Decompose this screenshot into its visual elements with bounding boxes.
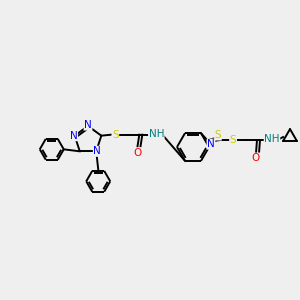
Text: S: S — [112, 130, 119, 140]
Text: NH: NH — [148, 129, 164, 139]
Text: N: N — [93, 146, 101, 156]
Text: N: N — [84, 120, 92, 130]
Text: S: S — [230, 135, 236, 145]
Text: S: S — [215, 130, 221, 140]
Text: O: O — [133, 148, 141, 158]
Text: N: N — [70, 131, 78, 141]
Text: O: O — [252, 153, 260, 163]
Text: N: N — [207, 139, 215, 149]
Text: NH: NH — [264, 134, 280, 144]
